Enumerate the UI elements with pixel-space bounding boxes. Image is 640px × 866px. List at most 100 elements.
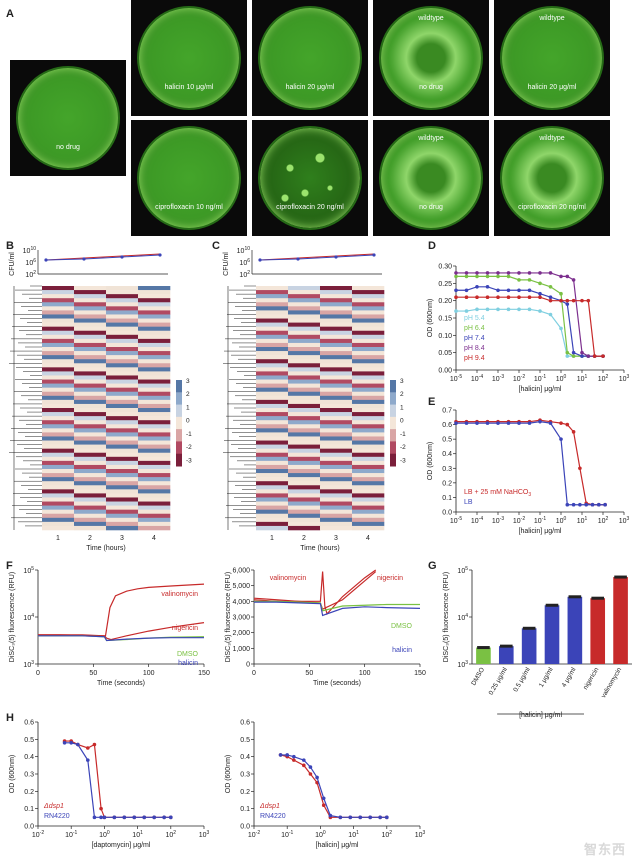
heatmap-cell — [352, 440, 385, 445]
heatmap-cell — [138, 481, 171, 486]
petri-dish — [139, 128, 239, 228]
heatmap-cell — [138, 420, 171, 425]
heatmap-cell — [74, 310, 107, 315]
heatmap-cell — [288, 290, 321, 295]
heatmap-cell — [320, 521, 353, 527]
y-tick-label: 0.6 — [24, 720, 34, 727]
heatmap-cell — [42, 432, 75, 437]
heatmap-cell — [42, 330, 75, 336]
data-point — [548, 312, 553, 317]
data-point — [454, 421, 458, 425]
heatmap-cell — [352, 322, 385, 327]
heatmap-cell — [256, 477, 289, 482]
heatmap-x-tick: 4 — [366, 535, 370, 542]
heatmap-cell — [106, 326, 139, 332]
heatmap-cell — [288, 379, 321, 384]
y-tick-label: 0.5 — [240, 737, 250, 744]
heatmap-cell — [106, 525, 139, 531]
heatmap-cell — [138, 509, 171, 515]
heatmap-cell — [256, 379, 289, 384]
heatmap-cell — [106, 473, 139, 478]
bar-replicates — [477, 646, 490, 650]
heatmap-cell — [256, 428, 289, 433]
heatmap-cell — [320, 493, 353, 498]
data-point — [112, 815, 117, 820]
heatmap-cell — [42, 481, 75, 486]
heatmap-cell — [256, 347, 289, 352]
heatmap-cell — [42, 452, 75, 458]
heatmap-cell — [288, 375, 321, 380]
data-point — [368, 815, 373, 820]
data-point — [559, 437, 563, 441]
heatmap-cell — [42, 485, 75, 490]
heatmap-cell — [288, 489, 321, 494]
heatmap-cell — [352, 330, 385, 336]
heatmap-cell — [74, 477, 107, 482]
heatmap-cell — [288, 399, 321, 405]
y-tick-label: 0.30 — [438, 264, 452, 271]
heatmap-x-tick: 3 — [334, 535, 338, 542]
heatmap-cell — [138, 497, 171, 502]
heatmap-cell — [42, 371, 75, 376]
heatmap-cell — [352, 379, 385, 384]
heatmap-cell — [320, 383, 353, 388]
colorbar-segment — [176, 392, 182, 406]
heatmap-cell — [138, 501, 171, 506]
heatmap-cell — [106, 412, 139, 417]
heatmap-cell — [256, 505, 289, 510]
heatmap-cell — [320, 501, 353, 506]
legend-entry: Δdsp1 — [259, 803, 280, 810]
data-point — [385, 815, 389, 820]
bar — [476, 647, 491, 664]
heatmap-cell — [288, 302, 321, 307]
legend-entry: LB — [464, 499, 473, 506]
data-point — [571, 430, 576, 434]
data-point — [475, 271, 479, 275]
plate-image: halicin 20 μg/ml — [252, 0, 368, 116]
colorbar-segment — [390, 404, 396, 418]
heatmap-cell — [320, 436, 353, 441]
data-point — [559, 326, 563, 331]
x-tick-label: 1 μg/ml — [538, 666, 555, 689]
petri-dish — [260, 8, 360, 108]
heatmap-cell — [352, 302, 385, 307]
data-point — [122, 815, 127, 820]
heatmap-cell — [320, 489, 353, 494]
plate-image: ciprofloxacin 10 ng/ml — [131, 120, 247, 236]
y-tick-label: 0.4 — [442, 451, 452, 458]
heatmap-cell — [106, 391, 139, 397]
y-tick-label: 2,000 — [232, 630, 250, 637]
heatmap-cell — [320, 326, 353, 332]
heatmap-cell — [320, 359, 353, 364]
heatmap-cell — [138, 310, 171, 315]
data-point — [565, 274, 570, 279]
data-point — [565, 302, 570, 306]
x-tick-label: 102 — [382, 830, 393, 839]
petri-dish — [260, 128, 360, 228]
heatmap-cell — [74, 525, 107, 531]
panel-label-h: H — [6, 712, 14, 724]
heatmap-cell — [256, 395, 289, 401]
heatmap-cell — [320, 473, 353, 478]
heatmap-cell — [320, 322, 353, 327]
x-tick-label: 10-1 — [65, 830, 77, 839]
heatmap-cell — [288, 355, 321, 360]
x-tick-label: 101 — [132, 830, 143, 839]
heatmap-cell — [74, 505, 107, 510]
heatmap-cell — [288, 322, 321, 327]
heatmap-cell — [352, 326, 385, 332]
data-point — [454, 309, 458, 313]
heatmap-cell — [288, 464, 321, 470]
heatmap-cell — [106, 395, 139, 401]
x-tick-label: 103 — [199, 830, 210, 839]
heatmap-cell — [256, 521, 289, 527]
data-point — [99, 815, 103, 820]
x-tick-label: 10-2 — [248, 830, 260, 839]
heatmap-cell — [320, 338, 353, 344]
heatmap-cell — [74, 432, 107, 437]
data-point — [601, 354, 605, 358]
heatmap-cell — [74, 351, 107, 356]
heatmap-cell — [288, 497, 321, 502]
heatmap-cell — [352, 383, 385, 388]
heatmap-cell — [42, 436, 75, 441]
